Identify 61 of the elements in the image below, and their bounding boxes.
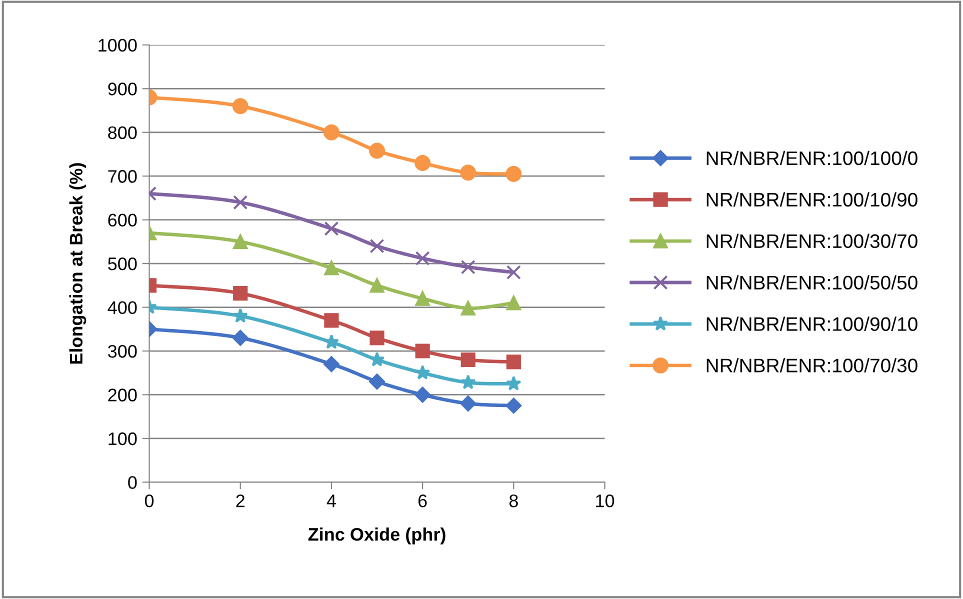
point <box>233 286 248 301</box>
point <box>369 352 385 366</box>
point <box>506 398 522 414</box>
legend-label: NR/NBR/ENR:100/100/0 <box>706 150 918 166</box>
point <box>324 313 339 328</box>
x-tick-label: 2 <box>236 494 244 508</box>
x-tick-label: 10 <box>596 494 614 508</box>
x-tick-label: 6 <box>418 494 427 508</box>
legend-label: NR/NBR/ENR:100/10/90 <box>706 192 918 207</box>
y-tick-label: 1000 <box>98 38 137 52</box>
point <box>233 234 248 249</box>
legend-label: NR/NBR/ENR:100/30/70 <box>706 234 918 248</box>
point <box>506 354 521 370</box>
point <box>324 221 339 236</box>
point <box>324 356 340 372</box>
point <box>460 396 476 412</box>
point <box>414 364 430 380</box>
point <box>415 251 430 266</box>
y-tick-label: 300 <box>108 344 137 358</box>
point <box>460 164 476 181</box>
y-tick-label: 600 <box>108 214 137 227</box>
point <box>460 352 476 368</box>
y-tick-label: 400 <box>108 301 137 314</box>
point <box>506 296 521 310</box>
y-tick-label: 0 <box>128 476 137 489</box>
legend-label: NR/NBR/ENR:100/90/10 <box>706 316 918 331</box>
point <box>369 374 385 390</box>
point <box>370 330 384 346</box>
x-axis-title: Zinc Oxide (phr) <box>308 528 446 544</box>
point <box>232 308 248 323</box>
point <box>506 166 522 182</box>
y-tick-label: 700 <box>108 170 137 183</box>
y-tick-label: 500 <box>108 257 137 270</box>
legend-label: NR/NBR/ENR:100/70/30 <box>706 358 918 372</box>
point <box>370 278 384 293</box>
point <box>324 334 340 349</box>
point <box>369 142 386 159</box>
legend-label: NR/NBR/ENR:100/50/50 <box>706 275 918 290</box>
y-axis-title: Elongation at Break (%) <box>69 163 86 364</box>
point <box>460 300 476 316</box>
x-tick-label: 8 <box>509 494 518 508</box>
point <box>232 98 248 114</box>
point <box>414 155 431 171</box>
point <box>460 374 476 390</box>
point <box>324 260 339 276</box>
x-tick-label: 4 <box>326 494 336 508</box>
point <box>415 344 430 358</box>
y-tick-label: 100 <box>108 432 137 446</box>
y-tick-label: 900 <box>108 82 137 96</box>
point <box>415 291 430 306</box>
point <box>460 260 476 274</box>
point <box>323 124 340 140</box>
point <box>370 238 384 254</box>
point <box>233 195 248 210</box>
point <box>414 386 430 403</box>
x-tick-label: 0 <box>144 494 154 508</box>
point <box>506 265 521 280</box>
point <box>232 330 248 346</box>
y-tick-label: 800 <box>108 126 137 140</box>
y-tick-label: 200 <box>108 388 137 402</box>
point <box>506 376 522 390</box>
